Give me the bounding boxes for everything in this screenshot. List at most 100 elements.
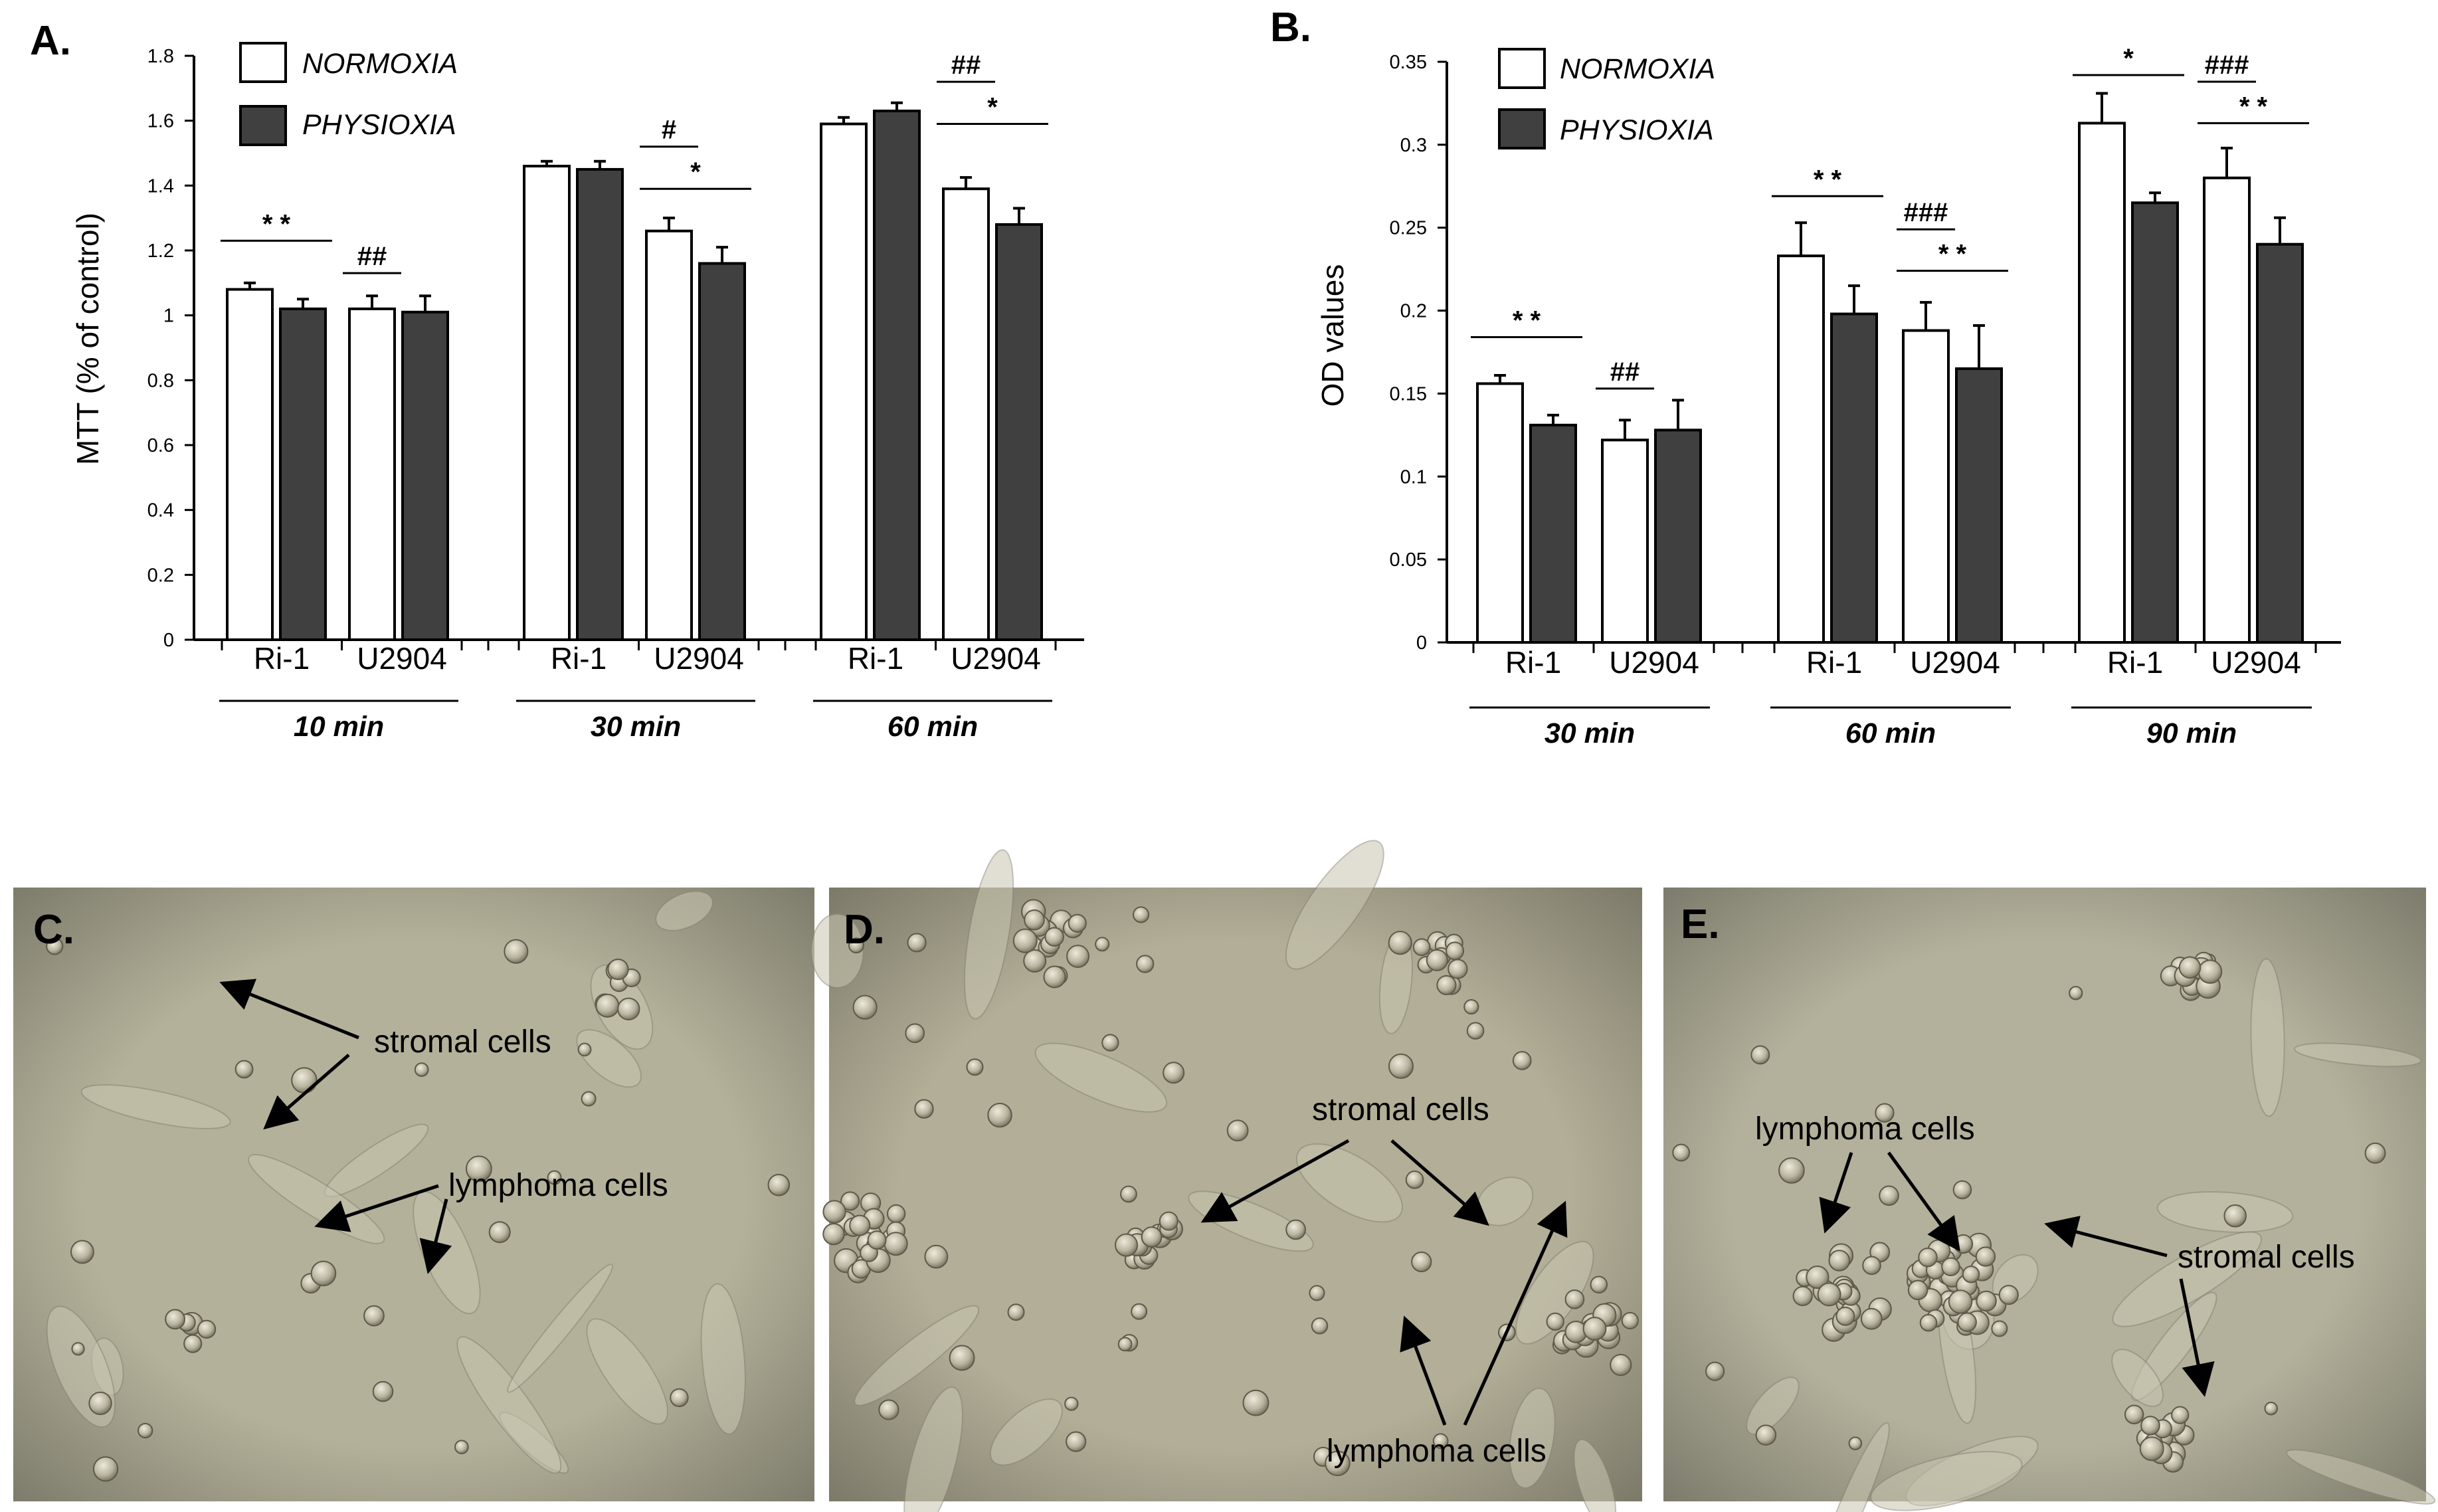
cell-line-label: U2904	[357, 641, 447, 676]
lymphoma-cell	[363, 1305, 385, 1327]
stromal-cell	[456, 1336, 562, 1474]
arrow-d-3	[1400, 1315, 1447, 1426]
legend-swatch-physioxia	[1498, 108, 1546, 149]
lymphoma-cell	[1948, 1289, 1973, 1314]
stromal-cell	[1285, 840, 1384, 970]
lymphoma-cell	[848, 937, 864, 954]
bar-normoxia-60min-ri-1	[820, 122, 868, 642]
lymphoma-cell	[1546, 1312, 1564, 1331]
lymphoma-cells-label-d: lymphoma cells	[1327, 1434, 1547, 1469]
group-labels-b: 30 min 60 min 90 min	[1469, 706, 2312, 749]
lymphoma-cell	[1806, 1265, 1829, 1289]
cell-line-label: Ri-1	[2107, 645, 2163, 680]
lymphoma-cell	[488, 1221, 511, 1244]
lymphoma-cell	[1044, 927, 1064, 947]
stromal-cell	[903, 1386, 963, 1512]
lymphoma-cell	[183, 1334, 203, 1353]
significance-marker: *	[690, 157, 701, 187]
y-tick-label: 0.6	[147, 435, 174, 456]
panel-label-c: C.	[33, 907, 74, 953]
lymphoma-cell	[949, 1345, 975, 1371]
lymphoma-cell	[234, 1060, 254, 1079]
stromal-cell	[2294, 1042, 2422, 1068]
lymphoma-cell	[1953, 1234, 1974, 1254]
arrow-e-2	[1887, 1151, 1960, 1252]
cell-line-label: U2904	[951, 641, 1041, 676]
lymphoma-cell	[1755, 1424, 1777, 1446]
lymphoma-cell	[2178, 956, 2202, 979]
significance-a: * *###*##*	[221, 50, 1048, 274]
y-tick-label: 0.1	[1400, 466, 1427, 488]
lymphoma-cell	[577, 1042, 592, 1057]
significance-marker: * *	[262, 209, 291, 238]
lymphoma-cell	[1023, 949, 1047, 973]
lymphoma-cell	[1436, 975, 1457, 995]
lymphoma-cell	[924, 1244, 949, 1269]
bars-a	[226, 101, 1043, 642]
lymphoma-cell	[1828, 1250, 1851, 1272]
lymphoma-cell	[547, 1170, 562, 1185]
bar-physioxia-10min-ri-1	[279, 307, 327, 641]
lymphoma-cell	[1163, 1062, 1185, 1084]
stromal-cell	[1509, 1387, 1556, 1489]
lymphoma-cell	[1068, 913, 1087, 933]
lymphoma-cell	[840, 1191, 860, 1211]
y-tick-label: 0	[1416, 632, 1427, 654]
lymphoma-cell	[1778, 1157, 1805, 1184]
bar-normoxia-30min-u2904	[1601, 438, 1649, 644]
significance-marker: ##	[951, 50, 981, 80]
stromal-cell	[1034, 1042, 1168, 1113]
lymphoma-cells-label-c: lymphoma cells	[448, 1168, 668, 1203]
lymphoma-cell	[504, 939, 529, 964]
lymphoma-cell	[1582, 1317, 1607, 1341]
lymphoma-cell	[1311, 1317, 1329, 1335]
lymphoma-cell	[1621, 1311, 1639, 1330]
lymphoma-cell	[1446, 941, 1465, 961]
y-axis-label-b: OD values	[1315, 264, 1350, 407]
lymphoma-cell	[1136, 955, 1155, 973]
bar-normoxia-10min-ri-1	[226, 288, 274, 642]
arrow-c-1	[219, 979, 359, 1040]
bar-physioxia-90min-u2904	[2256, 242, 2304, 644]
y-tick-label: 0.2	[147, 565, 174, 586]
significance-marker: #	[662, 116, 676, 145]
group-label: 60 min	[1845, 717, 1936, 749]
lymphoma-cell	[1463, 998, 1479, 1015]
lymphoma-cell	[607, 959, 629, 981]
y-tick-label: 0.3	[1400, 135, 1427, 156]
stromal-cell	[2285, 1449, 2436, 1505]
lymphoma-cell	[1512, 1051, 1532, 1070]
significance-marker: * *	[1513, 306, 1541, 335]
bar-physioxia-60min-ri-1	[1830, 312, 1878, 644]
lymphoma-cell	[1226, 1119, 1249, 1142]
lymphoma-cell	[1991, 1320, 2008, 1337]
x-ticks-b	[1472, 642, 2317, 653]
lymphoma-cell	[92, 1456, 119, 1482]
lymphoma-cell	[1976, 1290, 1997, 1312]
lymphoma-cell	[1012, 928, 1038, 953]
stromal-cells-label-d: stromal cells	[1312, 1092, 1489, 1127]
lymphoma-cell	[165, 1309, 186, 1330]
lymphoma-cell	[46, 937, 64, 955]
stromal-cell	[507, 1264, 614, 1393]
cell-line-labels-b: Ri-1 U2904 Ri-1 U2904 Ri-1 U2904	[1505, 645, 2301, 680]
y-tick-label: 1.4	[147, 175, 174, 197]
stromal-cell	[1295, 1143, 1404, 1223]
cell-line-label: Ri-1	[551, 641, 607, 676]
bars-b	[1476, 92, 2304, 644]
y-tick-label: 1.8	[147, 46, 174, 67]
stromal-cell	[655, 890, 713, 931]
arrow-d-1	[1200, 1139, 1350, 1223]
lymphoma-cell	[1907, 1279, 1928, 1301]
lymphoma-cell	[1411, 1251, 1432, 1273]
arrow-d-4	[1463, 1200, 1568, 1426]
bar-normoxia-60min-u2904	[1902, 329, 1950, 644]
lymphoma-cell	[1432, 1433, 1449, 1450]
y-tick-label: 1	[163, 306, 174, 327]
y-tick-label: 1.6	[147, 111, 174, 132]
lymphoma-cell	[886, 1204, 906, 1224]
legend-b: NORMOXIA PHYSIOXIA	[1498, 48, 1715, 149]
stromal-cell	[989, 1398, 1063, 1466]
cells-c	[46, 890, 791, 1482]
